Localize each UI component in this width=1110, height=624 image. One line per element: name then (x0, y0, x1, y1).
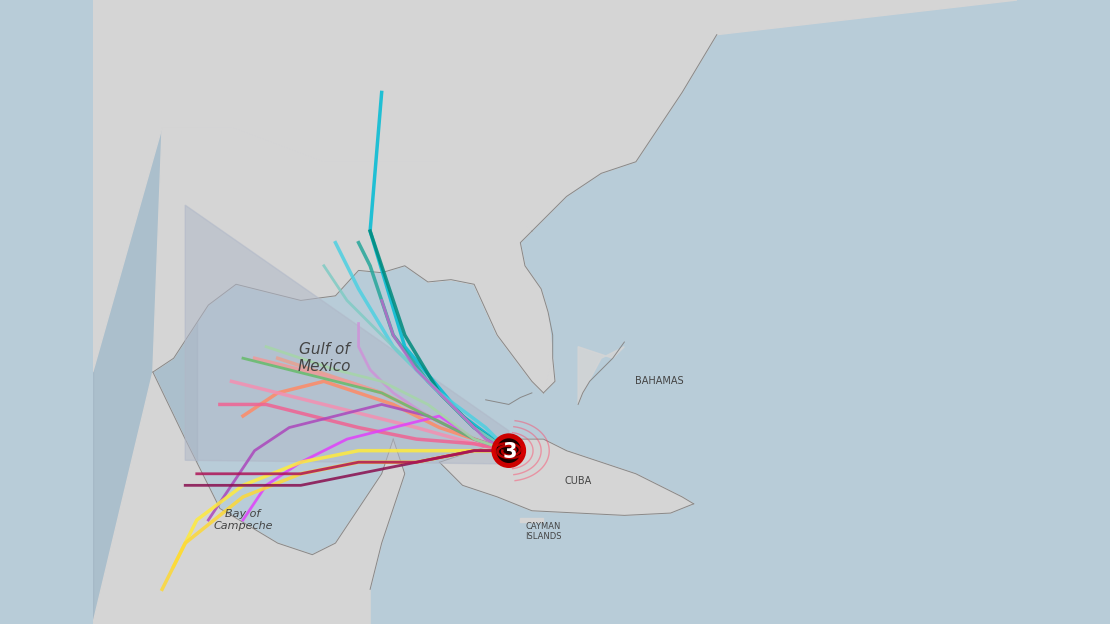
Circle shape (492, 433, 526, 468)
Text: BAHAMAS: BAHAMAS (635, 376, 684, 386)
Text: 3: 3 (503, 442, 517, 462)
Polygon shape (440, 439, 694, 515)
Polygon shape (93, 372, 405, 624)
Text: Gulf of
Mexico: Gulf of Mexico (297, 342, 351, 374)
Text: Bay of
Campeche: Bay of Campeche (213, 509, 273, 531)
Text: CUBA: CUBA (565, 475, 592, 485)
Polygon shape (185, 205, 508, 464)
Circle shape (495, 437, 522, 464)
Text: CAYMAN
ISLANDS: CAYMAN ISLANDS (525, 522, 562, 541)
Polygon shape (578, 347, 624, 404)
Polygon shape (521, 518, 544, 522)
Polygon shape (427, 280, 555, 393)
Polygon shape (153, 127, 553, 393)
Polygon shape (93, 0, 1017, 372)
Bar (93, 0, 196, 624)
